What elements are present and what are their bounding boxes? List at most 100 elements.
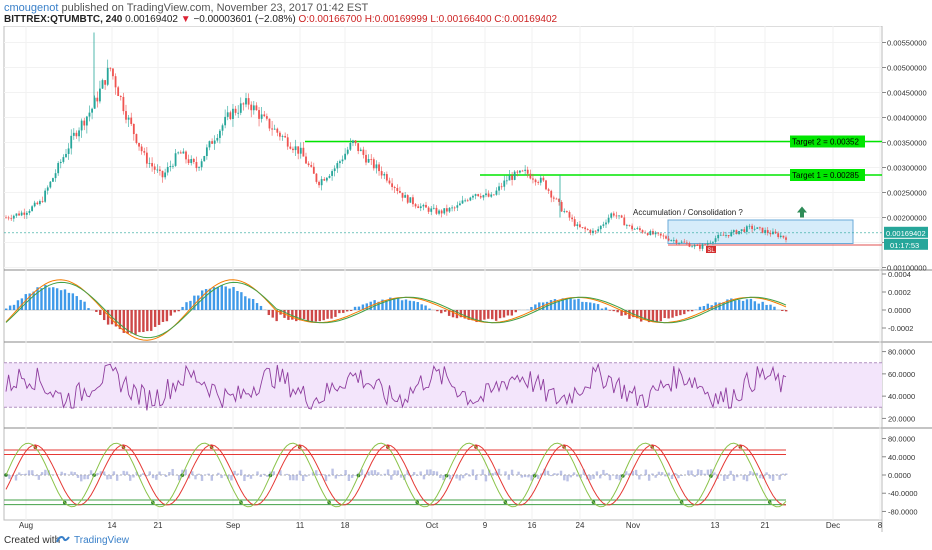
candle-body xyxy=(239,103,242,113)
rsi-tick-label: 60.0000 xyxy=(888,370,915,379)
last-price: 0.00169402 xyxy=(125,14,178,25)
candle-body xyxy=(284,136,287,138)
macd-bar xyxy=(451,310,455,318)
candle-body xyxy=(362,149,365,155)
stoch-momentum-bar xyxy=(713,472,716,475)
stoch-momentum-bar xyxy=(520,475,524,478)
tradingview-brand[interactable]: TradingView xyxy=(74,535,130,546)
candle-body xyxy=(44,190,47,202)
candle-body xyxy=(383,174,386,176)
stoch-momentum-bar xyxy=(129,475,132,481)
stoch-momentum-bar xyxy=(579,475,582,479)
candle-body xyxy=(190,158,193,164)
macd-bar xyxy=(753,301,757,310)
macd-bar xyxy=(295,310,298,322)
rsi-line xyxy=(5,362,787,411)
stoch-momentum-bar xyxy=(536,475,540,479)
candle-body xyxy=(469,197,472,201)
candle-body xyxy=(435,207,438,214)
candle-body xyxy=(425,204,427,208)
macd-bar xyxy=(83,301,86,310)
macd-bar xyxy=(102,310,106,321)
stoch-momentum-bar xyxy=(301,475,305,482)
candle-body xyxy=(166,166,169,173)
candle-body xyxy=(516,171,519,173)
macd-bar xyxy=(63,289,67,310)
macd-bar xyxy=(620,310,623,316)
down-arrow-icon: ▼ xyxy=(180,14,191,25)
x-tick-label: Oct xyxy=(426,521,439,530)
stop-loss-marker xyxy=(706,246,716,253)
ohlc-low: L:0.00166400 xyxy=(430,14,492,25)
candle-body xyxy=(80,120,83,131)
macd-bar xyxy=(259,305,263,310)
stoch-momentum-bar xyxy=(354,475,357,476)
macd-bar xyxy=(381,299,384,310)
candle-body xyxy=(15,213,18,216)
candle-body xyxy=(323,179,326,181)
candle-body xyxy=(96,97,99,102)
stoch-momentum-bar xyxy=(200,475,204,481)
stoch-momentum-bar xyxy=(706,469,710,475)
candle-body xyxy=(367,159,370,163)
candle-body xyxy=(529,173,532,179)
macd-bar xyxy=(506,310,510,316)
candle-body xyxy=(430,208,433,212)
candle-body xyxy=(148,163,151,164)
stoch-momentum-bar xyxy=(109,475,112,480)
macd-bar xyxy=(471,310,474,321)
y-tick-label: 0.00100000 xyxy=(887,264,927,273)
stoch-momentum-bar xyxy=(27,470,31,475)
candle-body xyxy=(198,167,200,169)
stoch-momentum-bar xyxy=(631,470,635,475)
stoch-momentum xyxy=(5,468,788,482)
candle-body xyxy=(59,161,62,164)
candle-body xyxy=(623,217,626,226)
candle-body xyxy=(138,142,140,147)
candle-body xyxy=(751,225,753,230)
stoch-momentum-bar xyxy=(527,475,530,478)
candle-body xyxy=(485,193,487,196)
macd-bar xyxy=(59,290,63,310)
author-link[interactable]: cmougenot xyxy=(4,2,59,14)
macd-bar xyxy=(228,288,231,310)
macd-bar xyxy=(534,304,537,310)
stoch-momentum-bar xyxy=(155,475,158,480)
candle-body xyxy=(320,179,323,186)
macd-bar xyxy=(730,298,733,310)
macd-bar xyxy=(706,303,710,310)
candle-body xyxy=(693,245,696,247)
x-tick-label: Sep xyxy=(226,521,241,530)
candle-body xyxy=(216,137,219,141)
macd-bar xyxy=(138,310,141,333)
stoch-momentum-bar xyxy=(168,472,171,475)
consolidation-box xyxy=(667,219,854,244)
price-chart[interactable]: Aug 14 21 Sep 11 18 Oct 9 16 24 Nov 13 21 Dec 8 0.00550… xyxy=(0,26,932,532)
stoch-momentum-bar xyxy=(696,469,700,475)
symbol-name: BITTREX:QTUMBTC, 240 xyxy=(4,14,123,25)
candle-body xyxy=(756,227,759,229)
candle-body xyxy=(688,243,691,247)
candle-body xyxy=(315,173,318,182)
candle-body xyxy=(143,151,146,153)
macd-bar xyxy=(275,310,278,322)
stoch-momentum-bar xyxy=(497,468,501,475)
stoch-momentum-bar xyxy=(14,475,18,481)
candle-body xyxy=(709,242,712,244)
candle-body xyxy=(406,195,409,203)
y-tick-label: 0.00250000 xyxy=(887,189,927,198)
stoch-momentum-bar xyxy=(507,475,510,480)
candle-body xyxy=(589,229,592,233)
macd-bar xyxy=(361,304,365,310)
candle-body xyxy=(706,242,709,245)
macd-bar xyxy=(581,301,584,310)
candle-body xyxy=(234,108,237,113)
candle-body xyxy=(701,244,704,249)
candle-body xyxy=(584,227,587,230)
macd-bar xyxy=(765,304,768,310)
macd-bar xyxy=(498,310,502,319)
publish-line: cmougenot published on TradingView.com, … xyxy=(4,2,368,14)
stoch-momentum-bar xyxy=(553,473,556,475)
stoch-momentum-bar xyxy=(40,472,44,475)
macd-bar xyxy=(549,300,553,310)
